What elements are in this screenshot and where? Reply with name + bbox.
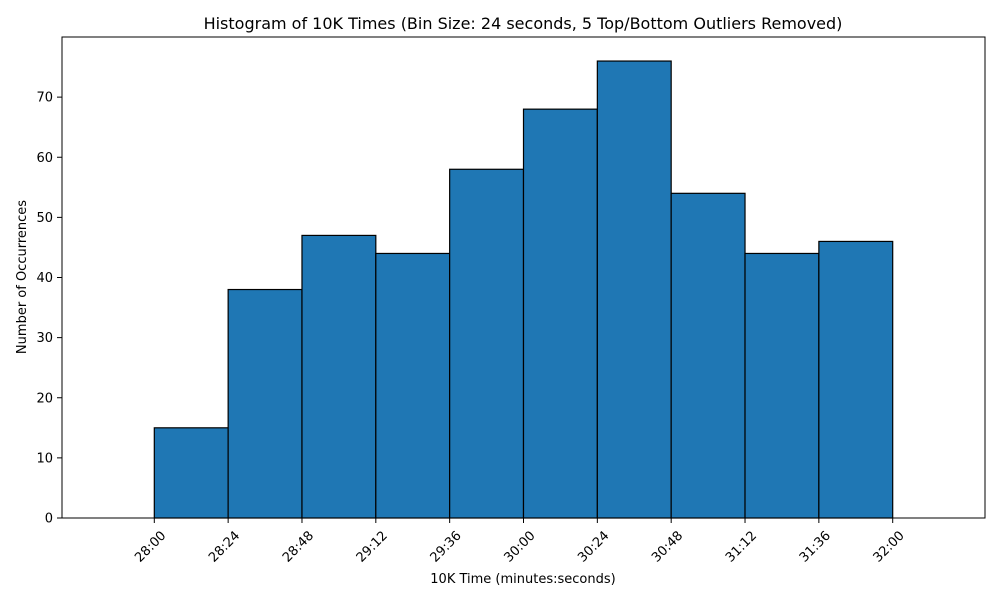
x-tick-label: 28:00 [132, 528, 169, 565]
x-tick-label: 32:00 [871, 528, 908, 565]
y-tick-label: 0 [45, 512, 53, 527]
y-tick-label: 60 [36, 151, 53, 166]
histogram-bar-9 [744, 252, 820, 519]
histogram-bar-3 [301, 234, 377, 519]
x-tick-label: 29:36 [428, 528, 465, 565]
x-tick-label: 29:12 [354, 528, 391, 565]
y-tick-label: 70 [36, 91, 53, 106]
histogram-bar-7 [596, 60, 672, 519]
histogram-bar-8 [670, 192, 746, 519]
histogram-bar-10 [818, 240, 894, 519]
y-tick-label: 30 [36, 331, 53, 346]
histogram-bar-2 [227, 288, 303, 519]
histogram-bar-6 [522, 108, 598, 519]
x-tick-label: 31:36 [797, 528, 834, 565]
x-tick-label: 30:00 [501, 528, 538, 565]
y-tick-label: 40 [36, 271, 53, 286]
x-tick-label: 31:12 [723, 528, 760, 565]
x-tick-label: 28:24 [206, 528, 243, 565]
x-tick-label: 28:48 [280, 528, 317, 565]
y-tick-label: 20 [36, 391, 53, 406]
histogram-bar-4 [375, 252, 451, 519]
y-tick-label: 50 [36, 211, 53, 226]
x-axis-label: 10K Time (minutes:seconds) [430, 572, 615, 587]
y-axis-label: Number of Occurrences [15, 200, 30, 354]
chart-title: Histogram of 10K Times (Bin Size: 24 sec… [204, 14, 843, 33]
x-ticks: 28:00 28:24 28:48 29:12 29:36 30:00 30:24 30:48… [132, 518, 908, 566]
histogram-bar-5 [449, 168, 525, 519]
x-tick-label: 30:48 [649, 528, 686, 565]
bars-layer [153, 60, 894, 519]
x-tick-label: 30:24 [575, 528, 612, 565]
y-ticks: 0 10 20 30 40 50 60 70 [36, 91, 62, 527]
y-tick-label: 10 [36, 451, 53, 466]
histogram-bar-1 [153, 427, 229, 519]
